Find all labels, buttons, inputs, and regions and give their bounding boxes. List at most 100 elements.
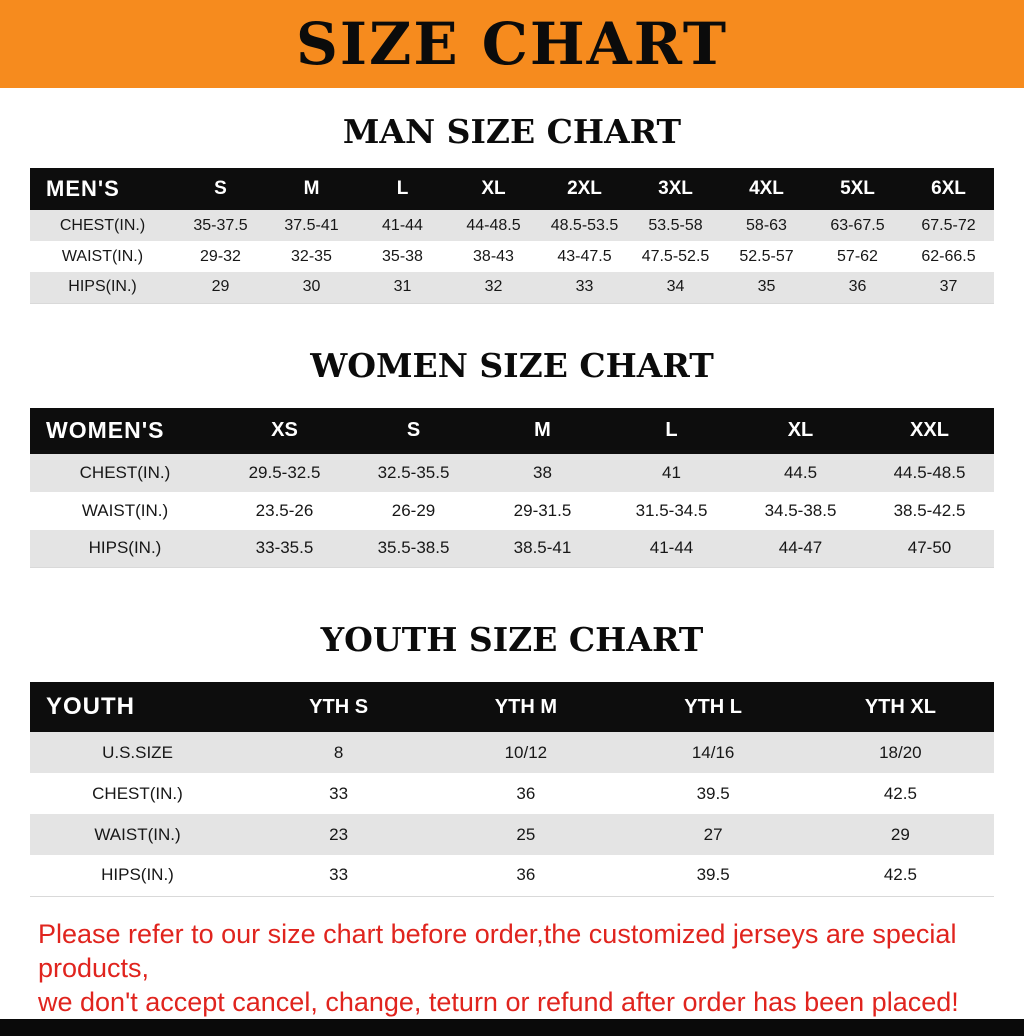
size-value-cell: 67.5-72 — [921, 216, 976, 234]
size-value-cell: 42.5 — [883, 783, 917, 803]
size-value-cell: 35-38 — [382, 247, 423, 265]
banner: SIZE CHART — [0, 0, 1024, 88]
column-header: XL — [787, 419, 814, 441]
row-label: HIPS(IN.) — [68, 278, 137, 296]
womens-size-section: WOMEN SIZE CHART WOMEN'S XS S M L XL XXL CHEST(… — [0, 346, 1024, 569]
table-row: U.S.SIZE 8 10/12 14/16 18/20 — [30, 732, 994, 773]
size-value-cell: 38.5-41 — [513, 538, 572, 558]
size-value-cell: 37.5-41 — [284, 216, 339, 234]
size-value-cell: 32 — [484, 278, 503, 296]
size-value-cell: 33-35.5 — [255, 538, 314, 558]
size-value-cell: 26-29 — [391, 500, 436, 520]
table-row: HIPS(IN.) 29 30 31 32 33 34 35 36 37 — [30, 272, 994, 303]
column-header: XL — [481, 178, 506, 199]
column-header: 3XL — [658, 178, 693, 199]
size-value-cell: 42.5 — [883, 865, 917, 885]
size-value-cell: 41-44 — [649, 538, 694, 558]
size-value-cell: 47.5-52.5 — [641, 247, 710, 265]
column-header: YTH XL — [864, 695, 936, 718]
row-label: CHEST(IN.) — [92, 783, 183, 803]
size-value-cell: 39.5 — [696, 783, 730, 803]
row-label: WAIST(IN.) — [94, 824, 181, 844]
row-label: HIPS(IN.) — [101, 865, 174, 885]
size-value-cell: 36 — [516, 865, 536, 885]
size-value-cell: 47-50 — [907, 538, 952, 558]
size-value-cell: 41-44 — [382, 216, 423, 234]
column-header: XXL — [910, 419, 949, 441]
size-value-cell: 34 — [666, 278, 685, 296]
size-value-cell: 53.5-58 — [648, 216, 703, 234]
size-value-cell: 34.5-38.5 — [764, 500, 837, 520]
column-header: S — [406, 419, 421, 441]
column-header: XS — [271, 419, 298, 441]
column-header: 6XL — [931, 178, 966, 199]
row-label: WAIST(IN.) — [61, 247, 144, 265]
size-value-cell: 48.5-53.5 — [550, 216, 619, 234]
size-value-cell: 44.5-48.5 — [893, 462, 966, 482]
size-value-cell: 57-62 — [837, 247, 878, 265]
youth-chart-title: YOUTH SIZE CHART — [320, 620, 704, 659]
disclaimer-line-1: Please refer to our size chart before or… — [38, 918, 957, 983]
disclaimer: Please refer to our size chart before or… — [0, 917, 1024, 1019]
size-value-cell: 30 — [302, 278, 321, 296]
size-value-cell: 44-47 — [778, 538, 823, 558]
size-value-cell: 35 — [757, 278, 776, 296]
size-value-cell: 58-63 — [746, 216, 787, 234]
column-header: 4XL — [749, 178, 784, 199]
size-value-cell: 41 — [662, 462, 681, 482]
column-header: YTH L — [684, 695, 743, 718]
row-label: CHEST(IN.) — [59, 216, 146, 234]
size-value-cell: 31.5-34.5 — [635, 500, 708, 520]
row-label: HIPS(IN.) — [88, 538, 162, 558]
table-corner-label: WOMEN'S — [46, 417, 165, 443]
size-value-cell: 27 — [703, 824, 723, 844]
table-row: WAIST(IN.) 29-32 32-35 35-38 38-43 43-47.5 47.… — [30, 241, 994, 272]
column-header: YTH M — [494, 695, 557, 718]
table-corner-label: YOUTH — [46, 693, 135, 720]
womens-chart-title: WOMEN SIZE CHART — [310, 345, 714, 385]
size-value-cell: 23 — [329, 824, 349, 844]
size-value-cell: 33 — [575, 278, 594, 296]
row-label: CHEST(IN.) — [79, 462, 171, 482]
table-row: CHEST(IN.) 29.5-32.5 32.5-35.5 38 41 44.5 44.5… — [30, 453, 994, 492]
disclaimer-line-2: we don't accept cancel, change, teturn o… — [38, 986, 959, 1017]
table-header-row: WOMEN'S XS S M L XL XXL — [30, 407, 994, 454]
size-value-cell: 10/12 — [504, 742, 548, 762]
size-value-cell: 33 — [329, 783, 349, 803]
size-value-cell: 29 — [890, 824, 910, 844]
size-value-cell: 44.5 — [783, 462, 818, 482]
size-value-cell: 35.5-38.5 — [377, 538, 450, 558]
size-value-cell: 37 — [939, 278, 958, 296]
bottom-bar — [0, 1018, 1024, 1036]
size-value-cell: 29-31.5 — [513, 500, 572, 520]
size-value-cell: 38 — [533, 462, 552, 482]
table-row: CHEST(IN.) 33 36 39.5 42.5 — [30, 773, 994, 814]
table-row: HIPS(IN.) 33 36 39.5 42.5 — [30, 855, 994, 896]
size-value-cell: 29.5-32.5 — [248, 462, 321, 482]
size-value-cell: 25 — [516, 824, 536, 844]
size-value-cell: 29 — [211, 278, 230, 296]
column-header: M — [303, 178, 320, 199]
size-value-cell: 32-35 — [291, 247, 332, 265]
size-value-cell: 33 — [329, 865, 349, 885]
size-value-cell: 29-32 — [200, 247, 241, 265]
column-header: S — [214, 178, 227, 199]
size-value-cell: 36 — [848, 278, 867, 296]
mens-size-section: MAN SIZE CHART MEN'S S M L XL 2XL 3XL 4XL 5XL 6XL… — [0, 112, 1024, 304]
table-row: WAIST(IN.) 23.5-26 26-29 29-31.5 31.5-34.5 34… — [30, 491, 994, 530]
size-value-cell: 14/16 — [691, 742, 735, 762]
table-corner-label: MEN'S — [46, 176, 120, 201]
youth-size-table: YOUTH YTH S YTH M YTH L YTH XL U.S.SIZE 8 10/12… — [30, 682, 994, 897]
table-header-row: YOUTH YTH S YTH M YTH L YTH XL — [30, 682, 994, 732]
size-value-cell: 62-66.5 — [921, 247, 976, 265]
column-header: YTH S — [309, 695, 369, 718]
size-value-cell: 8 — [333, 742, 344, 762]
mens-size-table: MEN'S S M L XL 2XL 3XL 4XL 5XL 6XL CHEST(IN.) 35-37… — [30, 168, 994, 304]
column-header: 2XL — [567, 178, 602, 199]
size-value-cell: 35-37.5 — [193, 216, 248, 234]
column-header: M — [534, 419, 551, 441]
table-row: CHEST(IN.) 35-37.5 37.5-41 41-44 44-48.5 48.5… — [30, 210, 994, 241]
size-value-cell: 36 — [516, 783, 536, 803]
size-value-cell: 23.5-26 — [255, 500, 314, 520]
